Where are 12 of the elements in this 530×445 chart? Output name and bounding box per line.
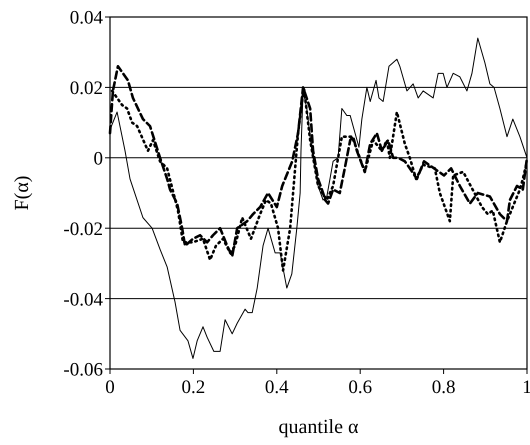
x-tick-label: 0.4 xyxy=(264,377,290,398)
x-tick-label: 0.8 xyxy=(432,377,456,398)
x-axis-title: quantile α xyxy=(278,416,359,438)
x-tick-label: 0.2 xyxy=(182,377,206,398)
y-tick-label: -0.06 xyxy=(63,360,103,381)
y-tick-label: 0 xyxy=(94,148,103,170)
y-axis-title: F(α) xyxy=(11,176,33,210)
y-tick-label: -0.02 xyxy=(63,218,103,240)
y-tick-label: 0.04 xyxy=(70,8,104,29)
x-tick-label: 0.6 xyxy=(348,377,372,398)
y-tick-label: 0.02 xyxy=(70,78,103,100)
y-tick-label: -0.04 xyxy=(63,289,104,310)
